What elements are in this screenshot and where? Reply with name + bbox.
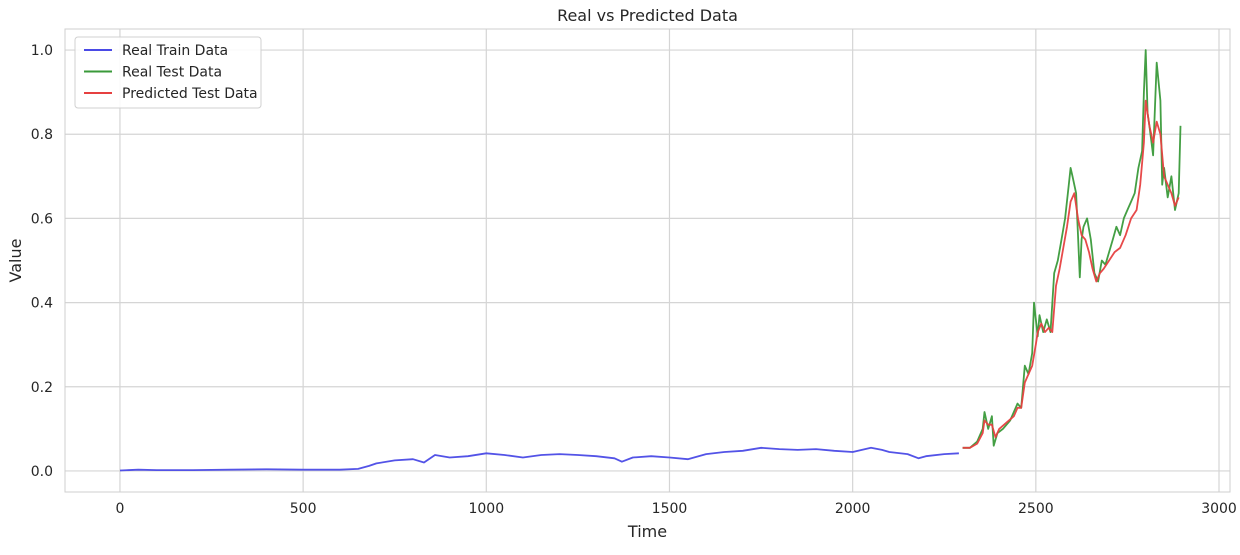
legend-label-real-test-data: Real Test Data — [122, 65, 222, 81]
series-lines — [119, 49, 1182, 472]
horizontal-gridlines — [65, 49, 1230, 472]
y-tick-labels: 0.0 0.2 0.4 0.6 0.8 1.0 — [31, 43, 53, 480]
x-tick-label: 500 — [290, 501, 317, 517]
legend: Real Train Data Real Test Data Predicted T… — [74, 36, 262, 109]
legend-box — [74, 36, 262, 109]
x-tick-label: 0 — [115, 501, 124, 517]
y-tick-label: 0.4 — [31, 296, 53, 312]
x-tick-label: 1500 — [652, 501, 688, 517]
y-tick-label: 0.2 — [31, 380, 53, 396]
legend-items: Real Train Data Real Test Data Predicted T… — [84, 43, 258, 102]
legend-label-real-train-data: Real Train Data — [122, 43, 228, 59]
y-tick-label: 1.0 — [31, 43, 53, 59]
legend-label-predicted-test-data: Predicted Test Data — [122, 86, 258, 102]
y-tick-label: 0.0 — [31, 464, 53, 480]
plot-frame — [64, 28, 1231, 493]
x-tick-label: 2500 — [1018, 501, 1054, 517]
x-tick-label: 3000 — [1201, 501, 1237, 517]
x-tick-label: 1000 — [468, 501, 504, 517]
y-tick-label: 0.6 — [31, 211, 53, 227]
predicted-test-data-line — [962, 99, 1180, 449]
y-axis-label: Value — [6, 239, 25, 283]
x-tick-label: 2000 — [835, 501, 871, 517]
x-tick-labels: 0 500 1000 1500 2000 2500 3000 — [115, 501, 1236, 517]
y-tick-label: 0.8 — [31, 127, 53, 143]
chart-title: Real vs Predicted Data — [557, 6, 738, 25]
x-axis-label: Time — [627, 522, 667, 541]
real-train-data-line — [119, 446, 959, 472]
